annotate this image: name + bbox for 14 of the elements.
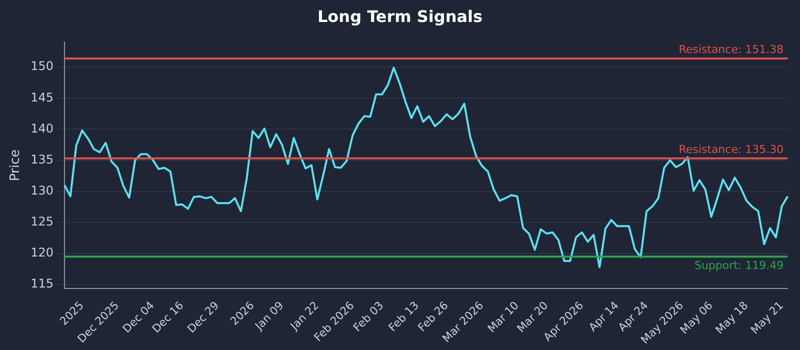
y-tick-label: 140 [30,121,54,136]
y-tick-label: 135 [30,152,54,166]
y-tick-label: 120 [30,246,54,260]
y-tick-label: 130 [30,183,54,198]
ref-line-label: Resistance: 135.30 [678,142,784,156]
x-tick-label: Dec 29 [184,298,222,336]
y-axis-title: Price [8,149,24,182]
y-tick-label: 115 [30,276,54,291]
ref-line-label: Resistance: 151.38 [678,42,784,56]
y-tick-label: 150 [30,59,54,74]
chart-title: Long Term Signals [316,6,484,28]
ref-line-label: Support: 119.49 [694,259,784,272]
y-tick-label: 145 [30,90,54,104]
y-tick-label: 125 [30,214,54,229]
